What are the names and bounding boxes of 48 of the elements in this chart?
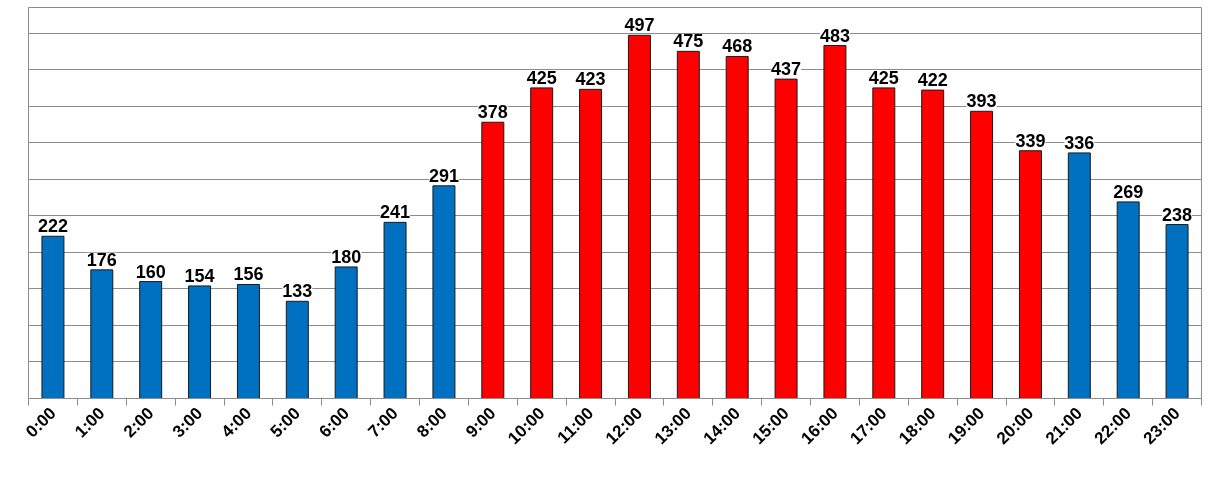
data-label: 156 xyxy=(233,264,264,285)
data-label: 180 xyxy=(331,246,362,267)
data-label: 133 xyxy=(282,281,313,302)
bar xyxy=(481,121,505,399)
data-label: 422 xyxy=(917,70,948,91)
data-label: 176 xyxy=(86,249,117,270)
bar xyxy=(823,45,847,399)
bar xyxy=(676,50,700,399)
data-label: 291 xyxy=(428,165,459,186)
data-label: 423 xyxy=(575,69,606,90)
data-label: 497 xyxy=(624,15,655,36)
bar xyxy=(139,281,163,399)
bar xyxy=(627,34,651,399)
bar xyxy=(90,269,114,399)
bar xyxy=(579,88,603,399)
data-label: 475 xyxy=(673,31,704,52)
data-label: 468 xyxy=(722,36,753,57)
bar xyxy=(188,285,212,399)
data-label: 336 xyxy=(1064,132,1095,153)
data-label: 437 xyxy=(771,59,802,80)
data-label: 425 xyxy=(526,67,557,88)
bar xyxy=(432,185,456,399)
data-label: 393 xyxy=(966,91,997,112)
data-label: 160 xyxy=(135,261,166,282)
bar xyxy=(41,235,65,399)
data-label: 339 xyxy=(1015,130,1046,151)
bar xyxy=(921,89,945,399)
bar xyxy=(1018,150,1042,399)
data-label: 238 xyxy=(1162,204,1193,225)
bar xyxy=(1067,152,1091,399)
data-label: 154 xyxy=(184,265,215,286)
bar xyxy=(872,87,896,399)
data-label: 241 xyxy=(380,202,411,223)
data-label: 269 xyxy=(1113,181,1144,202)
bar xyxy=(774,78,798,399)
data-label: 483 xyxy=(819,25,850,46)
bar xyxy=(334,266,358,399)
bar xyxy=(285,300,309,399)
data-label: 222 xyxy=(37,216,68,237)
data-label: 378 xyxy=(477,102,508,123)
bar xyxy=(383,221,407,399)
bar xyxy=(236,283,260,399)
bar xyxy=(725,55,749,399)
data-label: 425 xyxy=(868,67,899,88)
bar xyxy=(1165,224,1189,399)
bar xyxy=(970,110,994,399)
bar xyxy=(1116,201,1140,399)
bar xyxy=(530,87,554,399)
